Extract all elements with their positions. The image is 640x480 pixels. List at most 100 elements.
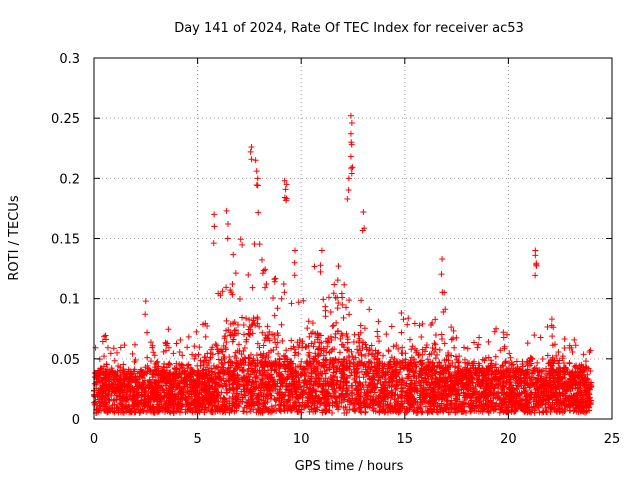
- data-point: [154, 384, 161, 391]
- data-point: [222, 333, 229, 340]
- data-point: [293, 378, 300, 385]
- data-point: [166, 388, 173, 395]
- data-point: [115, 363, 122, 370]
- data-point: [506, 360, 513, 367]
- data-point: [443, 396, 450, 403]
- data-point: [257, 359, 264, 366]
- data-point: [415, 378, 422, 385]
- data-point: [405, 361, 412, 368]
- data-point: [483, 386, 490, 393]
- data-point: [355, 395, 362, 402]
- data-point: [259, 354, 266, 361]
- data-point: [328, 376, 335, 383]
- data-point: [560, 360, 567, 367]
- data-point: [312, 350, 319, 357]
- data-point: [498, 406, 505, 413]
- data-point: [288, 388, 295, 395]
- data-point: [425, 375, 432, 382]
- data-point: [578, 389, 585, 396]
- data-point: [573, 408, 580, 415]
- data-point: [499, 380, 506, 387]
- data-point: [555, 348, 562, 355]
- data-point: [375, 318, 382, 325]
- data-point: [249, 321, 256, 328]
- data-point: [425, 367, 432, 374]
- data-point: [243, 315, 250, 322]
- data-point: [346, 397, 353, 404]
- data-point: [569, 349, 576, 356]
- data-point: [278, 295, 285, 302]
- data-point: [406, 385, 413, 392]
- data-point: [183, 374, 190, 381]
- data-point: [561, 345, 568, 352]
- data-point: [124, 396, 131, 403]
- data-point: [460, 400, 467, 407]
- data-point: [229, 281, 236, 288]
- data-point: [189, 351, 196, 358]
- data-point: [199, 372, 206, 379]
- data-point: [416, 404, 423, 411]
- data-point: [534, 359, 541, 366]
- data-point: [440, 369, 447, 376]
- data-point: [459, 381, 466, 388]
- data-point: [437, 369, 444, 376]
- data-point: [450, 387, 457, 394]
- data-point: [276, 372, 283, 379]
- data-point: [526, 399, 533, 406]
- data-point: [120, 395, 127, 402]
- data-point: [161, 402, 168, 409]
- data-point: [163, 370, 170, 377]
- data-point: [200, 367, 207, 374]
- data-point: [213, 342, 220, 349]
- data-point: [475, 341, 482, 348]
- data-point: [167, 393, 174, 400]
- data-point: [229, 370, 236, 377]
- data-point: [272, 339, 279, 346]
- data-point: [115, 375, 122, 382]
- data-point: [270, 295, 277, 302]
- data-point: [295, 299, 302, 306]
- data-point: [184, 362, 191, 369]
- data-point: [572, 405, 579, 412]
- data-point: [441, 340, 448, 347]
- data-point: [512, 379, 519, 386]
- data-point: [343, 330, 350, 337]
- data-point: [357, 362, 364, 369]
- data-point: [257, 389, 264, 396]
- data-point: [351, 402, 358, 409]
- data-point: [324, 338, 331, 345]
- data-point: [448, 324, 455, 331]
- data-point: [456, 398, 463, 405]
- data-point: [517, 392, 524, 399]
- data-point: [468, 397, 475, 404]
- data-point: [163, 380, 170, 387]
- data-point: [137, 398, 144, 405]
- data-point: [335, 392, 342, 399]
- data-point: [434, 362, 441, 369]
- data-point: [144, 354, 151, 361]
- data-point: [307, 360, 314, 367]
- data-point: [424, 373, 431, 380]
- data-point: [436, 346, 443, 353]
- data-point: [407, 393, 414, 400]
- data-point: [152, 392, 159, 399]
- data-point: [105, 387, 112, 394]
- data-point: [104, 344, 111, 351]
- data-point: [569, 395, 576, 402]
- data-point: [276, 406, 283, 413]
- data-point: [423, 364, 430, 371]
- data-point: [346, 297, 353, 304]
- data-point: [554, 383, 561, 390]
- data-point: [194, 381, 201, 388]
- data-point: [191, 355, 198, 362]
- data-point: [503, 367, 510, 374]
- data-point: [390, 369, 397, 376]
- data-point: [404, 321, 411, 328]
- data-point: [250, 400, 257, 407]
- data-point: [104, 391, 111, 398]
- data-point: [344, 346, 351, 353]
- data-point: [439, 335, 446, 342]
- data-point: [548, 405, 555, 412]
- data-point: [572, 369, 579, 376]
- data-point: [391, 396, 398, 403]
